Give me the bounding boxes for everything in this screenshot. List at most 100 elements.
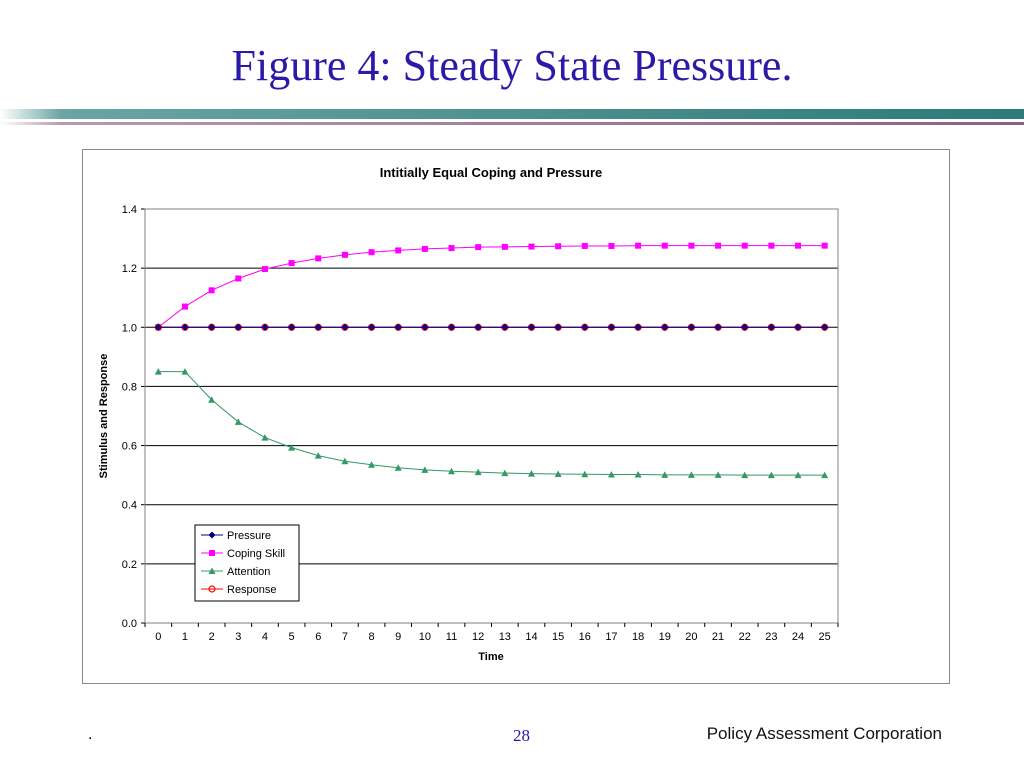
- data-point-pressure: [501, 323, 509, 331]
- x-tick-label: 0: [155, 631, 161, 643]
- y-tick-label: 1.2: [122, 263, 137, 275]
- legend-label: Attention: [227, 566, 270, 578]
- x-tick-label: 4: [262, 631, 268, 643]
- data-point-pressure: [581, 323, 589, 331]
- data-point-coping-skill: [421, 245, 428, 252]
- data-point-coping-skill: [768, 242, 775, 249]
- page-number: 28: [513, 726, 530, 745]
- data-point-attention: [368, 461, 376, 468]
- data-point-coping-skill: [181, 303, 188, 310]
- x-tick-label: 7: [342, 631, 348, 643]
- organization-name: Policy Assessment Corporation: [706, 724, 942, 743]
- line-chart: Intitially Equal Coping and Pressure 0.0 0…: [98, 165, 839, 663]
- x-tick-label: 18: [632, 631, 644, 643]
- data-point-pressure: [261, 323, 269, 331]
- data-point-coping-skill: [555, 243, 562, 250]
- data-point-attention: [741, 471, 749, 479]
- slide-title: Figure 4: Steady State Pressure.: [231, 41, 793, 90]
- x-tick-label: 14: [525, 631, 537, 643]
- x-tick-label: 15: [552, 631, 564, 643]
- data-point-attention: [288, 444, 296, 451]
- data-point-coping-skill: [501, 243, 508, 250]
- data-point-pressure: [527, 323, 535, 331]
- data-point-pressure: [634, 323, 642, 331]
- data-point-pressure: [474, 323, 482, 331]
- data-point-attention: [474, 468, 482, 476]
- x-tick-label: 19: [659, 631, 671, 643]
- footer-left-text: .: [88, 726, 93, 743]
- data-point-attention: [154, 368, 162, 375]
- data-point-pressure: [421, 323, 429, 331]
- data-point-coping-skill: [368, 249, 375, 256]
- series-coping-skill: [155, 242, 828, 331]
- data-point-pressure: [607, 323, 615, 331]
- x-tick-label: 22: [739, 631, 751, 643]
- data-point-coping-skill: [661, 242, 668, 249]
- y-tick-label: 1.0: [122, 322, 137, 334]
- data-point-attention: [661, 471, 669, 478]
- legend-marker: [209, 550, 215, 556]
- legend-label: Pressure: [227, 530, 271, 542]
- data-point-attention: [394, 464, 402, 471]
- data-point-pressure: [448, 323, 456, 331]
- data-point-pressure: [314, 323, 322, 331]
- data-point-coping-skill: [208, 287, 215, 294]
- x-tick-label: 11: [446, 631, 457, 643]
- legend-marker: [208, 531, 216, 539]
- x-tick-label: 23: [765, 631, 777, 643]
- data-point-attention: [607, 471, 615, 478]
- data-point-pressure: [208, 323, 216, 331]
- legend-label: Coping Skill: [227, 548, 285, 560]
- data-point-attention: [181, 368, 189, 375]
- data-point-pressure: [767, 323, 775, 331]
- y-tick-label: 0.4: [122, 500, 137, 512]
- x-tick-label: 25: [819, 631, 831, 643]
- data-point-pressure: [368, 323, 376, 331]
- data-point-attention: [634, 471, 642, 478]
- data-point-coping-skill: [261, 266, 268, 273]
- data-point-attention: [554, 470, 562, 477]
- data-point-pressure: [794, 323, 802, 331]
- data-point-attention: [208, 396, 216, 403]
- data-point-pressure: [821, 323, 829, 331]
- data-point-pressure: [181, 323, 189, 331]
- x-tick-label: 5: [289, 631, 295, 643]
- series-line-coping-skill: [158, 245, 825, 328]
- series-line-attention: [158, 371, 825, 476]
- data-point-coping-skill: [528, 243, 535, 250]
- data-point-attention: [767, 471, 775, 479]
- data-point-pressure: [554, 323, 562, 331]
- y-axis-label: Stimulus and Response: [98, 354, 110, 479]
- title-divider-mauve: [0, 122, 1024, 125]
- data-point-attention: [527, 470, 535, 477]
- data-point-attention: [314, 452, 322, 459]
- data-point-coping-skill: [448, 245, 455, 252]
- title-divider-teal: [0, 109, 1024, 119]
- data-point-coping-skill: [715, 242, 722, 249]
- data-point-coping-skill: [341, 251, 348, 258]
- y-tick-label: 0.6: [122, 441, 137, 453]
- data-point-pressure: [714, 323, 722, 331]
- x-tick-label: 1: [182, 631, 188, 643]
- x-tick-label: 9: [395, 631, 401, 643]
- data-point-attention: [501, 469, 509, 477]
- data-point-attention: [581, 470, 589, 478]
- data-point-attention: [821, 471, 829, 479]
- legend-label: Response: [227, 584, 277, 596]
- series-attention: [154, 368, 829, 479]
- data-point-pressure: [234, 323, 242, 331]
- x-tick-label: 21: [712, 631, 724, 643]
- data-point-pressure: [154, 323, 162, 331]
- data-point-coping-skill: [581, 242, 588, 249]
- data-point-coping-skill: [315, 255, 322, 262]
- data-point-coping-skill: [395, 247, 402, 254]
- chart-title: Intitially Equal Coping and Pressure: [380, 165, 603, 180]
- data-point-pressure: [341, 323, 349, 331]
- y-tick-label: 0.0: [122, 618, 137, 630]
- x-tick-label: 13: [499, 631, 511, 643]
- legend-marker: [208, 585, 216, 593]
- legend-marker: [208, 567, 216, 574]
- data-point-pressure: [661, 323, 669, 331]
- data-point-attention: [794, 471, 802, 479]
- data-point-pressure: [288, 323, 296, 331]
